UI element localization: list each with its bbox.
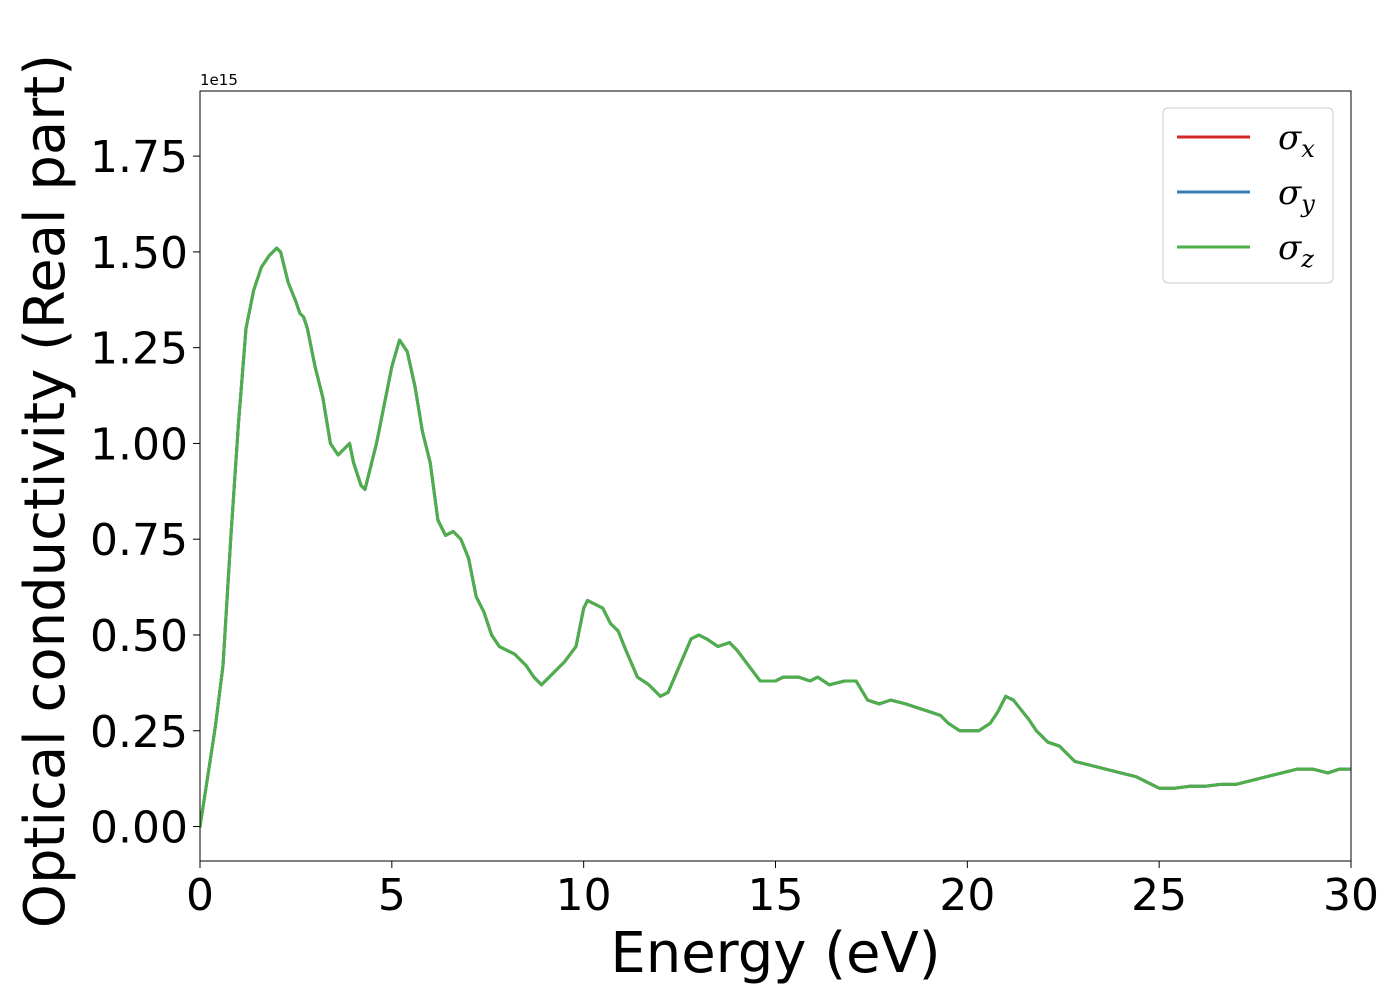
y-tick-label: 1.75	[90, 132, 188, 183]
x-tick-label: 30	[1323, 870, 1379, 921]
y-tick-label: 0.00	[90, 803, 188, 854]
x-axis: 0 5 10 15 20 25 30	[186, 861, 1379, 921]
legend: σx σy σz	[1162, 107, 1334, 284]
x-tick-label: 10	[556, 870, 612, 921]
y-tick-label: 0.50	[90, 611, 188, 662]
y-tick-label: 1.00	[90, 419, 188, 470]
legend-label-x: σx	[1278, 118, 1315, 163]
x-tick-label: 15	[748, 870, 804, 921]
y-axis-title: Optical conductivity (Real part)	[13, 54, 78, 928]
x-tick-label: 20	[939, 870, 995, 921]
y-tick-label: 1.25	[90, 324, 188, 375]
y-tick-label: 1.50	[90, 228, 188, 279]
series-line-z	[200, 246, 1351, 828]
y-axis: 0.00 0.25 0.50 0.75 1.00 1.25 1.50 1.75	[90, 132, 200, 854]
legend-label-y: σy	[1278, 173, 1315, 218]
legend-label-z: σz	[1278, 228, 1314, 273]
series-layer	[200, 246, 1351, 828]
legend-box	[1162, 107, 1334, 284]
x-tick-label: 0	[186, 870, 214, 921]
y-offset-label: 1e15	[200, 71, 238, 89]
x-axis-title: Energy (eV)	[610, 921, 940, 986]
x-tick-label: 5	[378, 870, 406, 921]
y-tick-label: 0.75	[90, 515, 188, 566]
x-tick-label: 25	[1131, 870, 1187, 921]
y-tick-label: 0.25	[90, 707, 188, 758]
